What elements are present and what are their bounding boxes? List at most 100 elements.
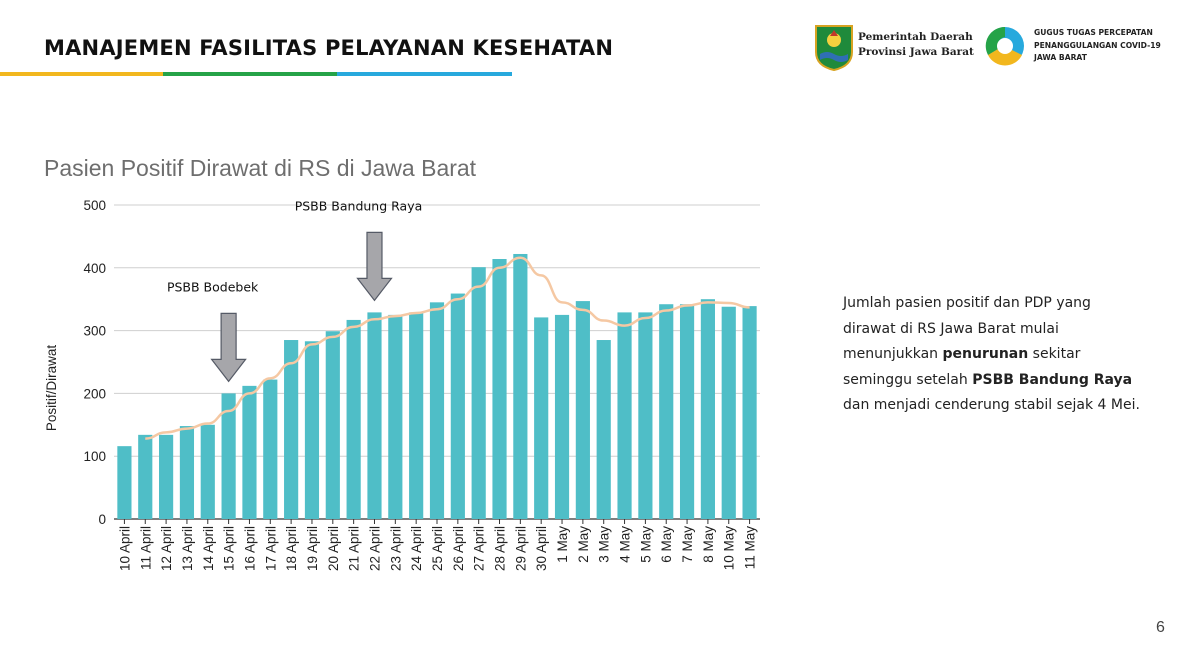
x-tick-label: 11 May xyxy=(743,526,758,570)
bar xyxy=(492,259,507,519)
bar xyxy=(700,299,715,519)
bar xyxy=(596,340,611,519)
jawa-barat-emblem-icon xyxy=(815,25,853,72)
logo-right-line3: JAWA BARAT xyxy=(1034,53,1087,62)
x-tick-label: 24 April xyxy=(409,526,424,571)
y-tick-label: 300 xyxy=(83,324,106,339)
x-tick-label: 22 April xyxy=(367,526,382,571)
x-tick-label: 26 April xyxy=(451,526,466,571)
trend-line xyxy=(145,256,750,440)
y-tick-label: 400 xyxy=(83,261,106,276)
bar xyxy=(159,434,174,519)
bar xyxy=(450,293,465,519)
gugus-tugas-logo-text: GUGUS TUGAS PERCEPATAN PENANGGULANGAN CO… xyxy=(1034,27,1161,65)
bar xyxy=(221,393,236,519)
x-tick-label: 7 May xyxy=(680,526,695,563)
x-tick-label: 2 May xyxy=(576,526,591,563)
bar xyxy=(534,317,549,519)
bar xyxy=(513,253,528,519)
x-tick-label: 16 April xyxy=(242,526,257,571)
title-underline-green xyxy=(163,72,337,76)
x-tick-label: 23 April xyxy=(388,526,403,571)
chart-trend xyxy=(145,256,750,440)
x-tick-label: 25 April xyxy=(430,526,445,571)
y-tick-label: 0 xyxy=(98,512,106,527)
x-tick-label: 30 April xyxy=(534,526,549,571)
logo-right-line2: PENANGGULANGAN COVID-19 xyxy=(1034,40,1161,50)
bar xyxy=(179,426,195,519)
bar xyxy=(388,314,403,519)
annotation-label: PSBB Bodebek xyxy=(167,279,259,294)
x-tick-label: 3 May xyxy=(597,526,612,563)
jawa-barat-logo-text: Pemerintah Daerah Provinsi Jawa Barat xyxy=(858,30,974,60)
bar xyxy=(284,340,299,519)
x-tick-label: 1 May xyxy=(555,526,570,563)
x-tick-label: 6 May xyxy=(659,526,674,563)
bar xyxy=(721,306,736,519)
annotation-arrow xyxy=(356,231,393,302)
title-underline-yellow xyxy=(0,72,163,76)
chart-explanation-text: Jumlah pasien positif dan PDP yang diraw… xyxy=(843,291,1148,419)
bar xyxy=(617,312,632,519)
title-underline-blue xyxy=(337,72,512,76)
x-tick-label: 14 April xyxy=(201,526,216,571)
page-number: 6 xyxy=(1156,619,1165,636)
bar xyxy=(742,306,757,519)
bar xyxy=(304,341,320,519)
y-tick-label: 200 xyxy=(83,386,106,401)
y-tick-label: 100 xyxy=(83,449,106,464)
chart-x-ticks: 10 April 11 April 12 April 13 April 14 April… xyxy=(117,519,758,571)
bar xyxy=(409,312,424,519)
bar xyxy=(429,302,445,519)
bar xyxy=(638,312,653,519)
annotation-label: PSBB Bandung Raya xyxy=(295,198,423,213)
x-tick-label: 11 April xyxy=(138,526,153,570)
bar xyxy=(138,434,153,519)
explanation-part-3: dan menjadi cenderung stabil sejak 4 Mei… xyxy=(843,397,1140,413)
x-tick-label: 10 May xyxy=(722,526,737,571)
x-tick-label: 15 April xyxy=(222,526,237,571)
gugus-tugas-logo-icon xyxy=(985,26,1024,66)
x-tick-label: 12 April xyxy=(159,526,174,571)
bar xyxy=(200,424,215,519)
bar xyxy=(471,267,486,519)
bar xyxy=(659,304,674,519)
x-tick-label: 29 April xyxy=(513,526,528,571)
bar xyxy=(575,301,590,519)
bar xyxy=(242,385,257,519)
explanation-part-1: Jumlah pasien positif dan PDP yang diraw… xyxy=(843,295,1091,362)
x-tick-label: 28 April xyxy=(493,526,508,571)
x-tick-label: 8 May xyxy=(701,526,716,563)
bar xyxy=(325,331,340,519)
x-tick-label: 21 April xyxy=(347,526,362,571)
bar xyxy=(679,304,695,519)
bar xyxy=(117,446,132,519)
bar xyxy=(554,314,570,519)
x-tick-label: 13 April xyxy=(180,526,195,571)
chart-bars xyxy=(117,253,757,519)
chart-annotations: PSBB Bodebek PSBB Bandung Raya xyxy=(167,198,423,383)
x-tick-label: 4 May xyxy=(618,526,633,563)
x-tick-label: 5 May xyxy=(638,526,653,563)
x-tick-label: 10 April xyxy=(117,526,132,571)
bar xyxy=(346,319,361,519)
y-tick-label: 500 xyxy=(83,198,106,213)
x-tick-label: 18 April xyxy=(284,526,299,571)
chart-title: Pasien Positif Dirawat di RS di Jawa Bar… xyxy=(44,155,477,181)
y-axis-label: Positif/Dirawat xyxy=(44,345,59,432)
bar xyxy=(263,379,278,519)
logo-left-line2: Provinsi Jawa Barat xyxy=(858,46,974,58)
x-tick-label: 20 April xyxy=(326,526,341,571)
annotation-arrow xyxy=(210,312,247,383)
slide-title: MANAJEMEN FASILITAS PELAYANAN KESEHATAN xyxy=(44,36,614,60)
explanation-part-2: sekitar seminggu setelah xyxy=(843,346,1081,388)
bar xyxy=(367,312,382,519)
explanation-bold-2: PSBB Bandung Raya xyxy=(972,371,1133,388)
logo-left-line1: Pemerintah Daerah xyxy=(858,31,973,43)
logo-right-line1: GUGUS TUGAS PERCEPATAN xyxy=(1034,28,1153,37)
x-tick-label: 19 April xyxy=(305,526,320,571)
chart-y-ticks: 0 100 200 300 400 500 xyxy=(83,198,106,527)
x-tick-label: 27 April xyxy=(472,526,487,571)
x-tick-label: 17 April xyxy=(263,526,278,571)
